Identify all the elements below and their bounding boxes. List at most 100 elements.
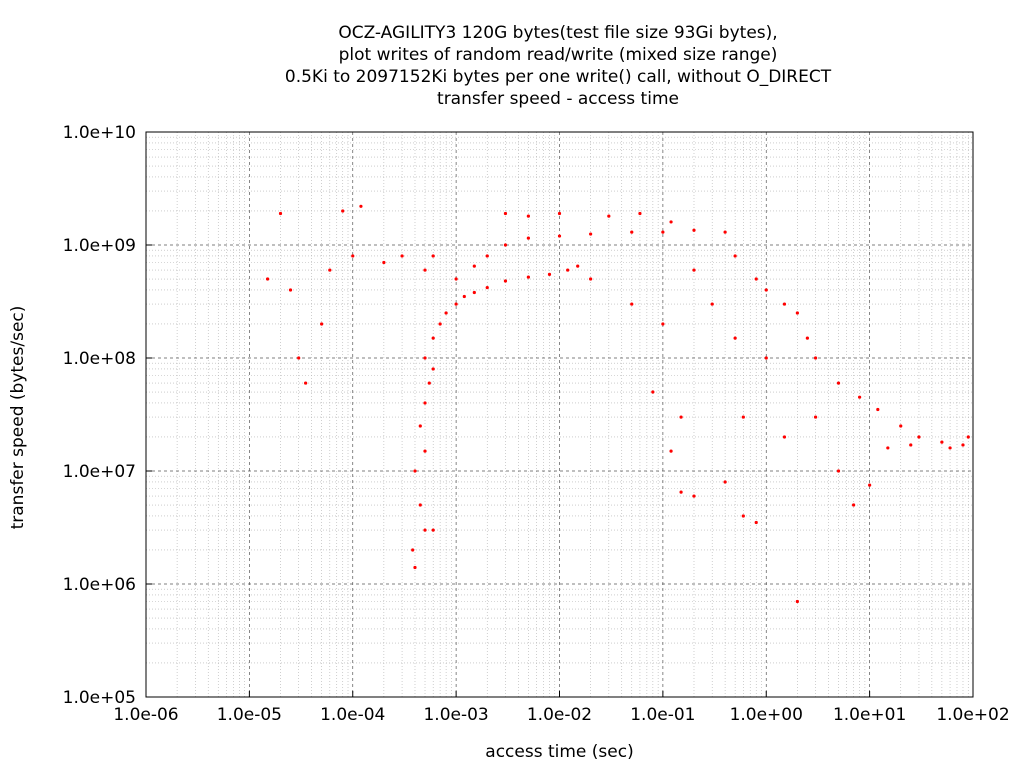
data-point xyxy=(754,520,758,525)
data-point xyxy=(589,277,593,281)
data-point xyxy=(472,290,476,295)
data-point xyxy=(503,243,508,247)
title-line: OCZ-AGILITY3 120G bytes(test file size 9… xyxy=(338,23,777,43)
data-point xyxy=(400,254,404,258)
x-tick-label: 1.0e-04 xyxy=(320,705,385,725)
data-point xyxy=(462,294,466,299)
data-point xyxy=(669,449,673,453)
x-tick-label: 1.0e-02 xyxy=(527,705,592,725)
data-point xyxy=(382,260,386,265)
chart-title: OCZ-AGILITY3 120G bytes(test file size 9… xyxy=(285,23,832,109)
data-point xyxy=(547,272,552,276)
data-point xyxy=(576,264,580,268)
data-point xyxy=(485,285,489,290)
data-point xyxy=(288,288,293,292)
data-point xyxy=(661,230,665,234)
data-point xyxy=(444,311,448,315)
data-point xyxy=(795,599,799,604)
data-point xyxy=(940,440,944,444)
data-point xyxy=(431,528,435,532)
data-point xyxy=(899,424,903,428)
data-point xyxy=(454,277,458,281)
data-point xyxy=(413,469,417,473)
data-point xyxy=(836,381,841,385)
x-tick-label: 1.0e-03 xyxy=(423,705,488,725)
data-point xyxy=(503,279,508,283)
data-point xyxy=(679,415,683,419)
data-point xyxy=(423,356,427,360)
data-point xyxy=(966,435,970,439)
data-point xyxy=(692,494,696,498)
data-point xyxy=(805,336,809,340)
data-point xyxy=(651,390,655,394)
data-point xyxy=(304,381,308,385)
data-point xyxy=(661,322,665,326)
x-tick-label: 1.0e+02 xyxy=(936,705,1009,725)
data-point xyxy=(741,415,745,419)
grid-lines xyxy=(145,131,974,698)
data-point xyxy=(692,228,696,232)
data-point xyxy=(431,254,435,258)
data-point xyxy=(669,220,673,224)
data-point xyxy=(557,234,562,238)
data-point xyxy=(423,449,427,453)
y-tick-label: 1.0e+08 xyxy=(63,349,136,369)
y-tick-label: 1.0e+10 xyxy=(63,123,136,143)
data-point xyxy=(764,356,768,360)
data-point xyxy=(782,302,787,306)
data-point xyxy=(503,211,508,216)
y-tick-label: 1.0e+05 xyxy=(63,688,136,708)
x-tick-label: 1.0e-01 xyxy=(630,705,695,725)
y-tick-label: 1.0e+07 xyxy=(63,462,136,482)
data-point xyxy=(423,268,427,272)
data-point xyxy=(764,288,768,292)
y-tick-label: 1.0e+06 xyxy=(63,575,136,595)
data-point xyxy=(813,356,818,360)
data-point xyxy=(341,209,345,213)
data-point xyxy=(359,204,363,208)
data-point xyxy=(733,254,737,258)
data-point xyxy=(526,275,530,279)
data-point xyxy=(607,214,611,218)
data-point xyxy=(948,446,952,450)
data-point xyxy=(418,503,422,507)
data-point xyxy=(526,236,530,240)
data-point xyxy=(741,514,745,518)
title-line: 0.5Ki to 2097152Ki bytes per one write()… xyxy=(285,67,832,87)
data-point xyxy=(423,528,427,532)
data-point xyxy=(438,322,442,326)
data-point xyxy=(413,565,417,570)
data-point xyxy=(485,254,489,258)
data-point xyxy=(876,407,880,412)
data-point xyxy=(813,415,818,419)
data-point xyxy=(431,367,435,371)
data-point xyxy=(917,435,921,439)
x-tick-label: 1.0e-05 xyxy=(217,705,282,725)
data-point xyxy=(427,381,431,385)
data-point xyxy=(589,232,593,236)
data-point xyxy=(852,503,856,507)
title-line: transfer speed - access time xyxy=(437,89,679,109)
data-point xyxy=(782,435,787,439)
data-point xyxy=(733,336,737,340)
x-axis-label: access time (sec) xyxy=(485,742,633,762)
y-axis-ticks: 1.0e+05 1.0e+06 1.0e+07 1.0e+08 1.0e+09 1.0e+… xyxy=(63,123,152,708)
data-point xyxy=(868,483,872,487)
data-point xyxy=(526,214,530,218)
data-point xyxy=(961,443,965,447)
data-point xyxy=(454,302,458,306)
data-points xyxy=(265,204,970,604)
data-point xyxy=(679,490,683,494)
data-point xyxy=(566,268,570,272)
data-point xyxy=(472,264,476,268)
x-tick-label: 1.0e+01 xyxy=(833,705,906,725)
data-point xyxy=(278,211,283,216)
x-tick-label: 1.0e-06 xyxy=(113,705,178,725)
data-point xyxy=(836,469,841,473)
data-point xyxy=(418,424,422,428)
data-point xyxy=(411,548,415,552)
x-axis-ticks: 1.0e-06 1.0e-05 1.0e-04 1.0e-03 1.0e-02 1.0e-… xyxy=(113,691,1010,725)
data-point xyxy=(328,268,332,272)
data-point xyxy=(909,443,913,447)
data-point xyxy=(320,322,324,326)
